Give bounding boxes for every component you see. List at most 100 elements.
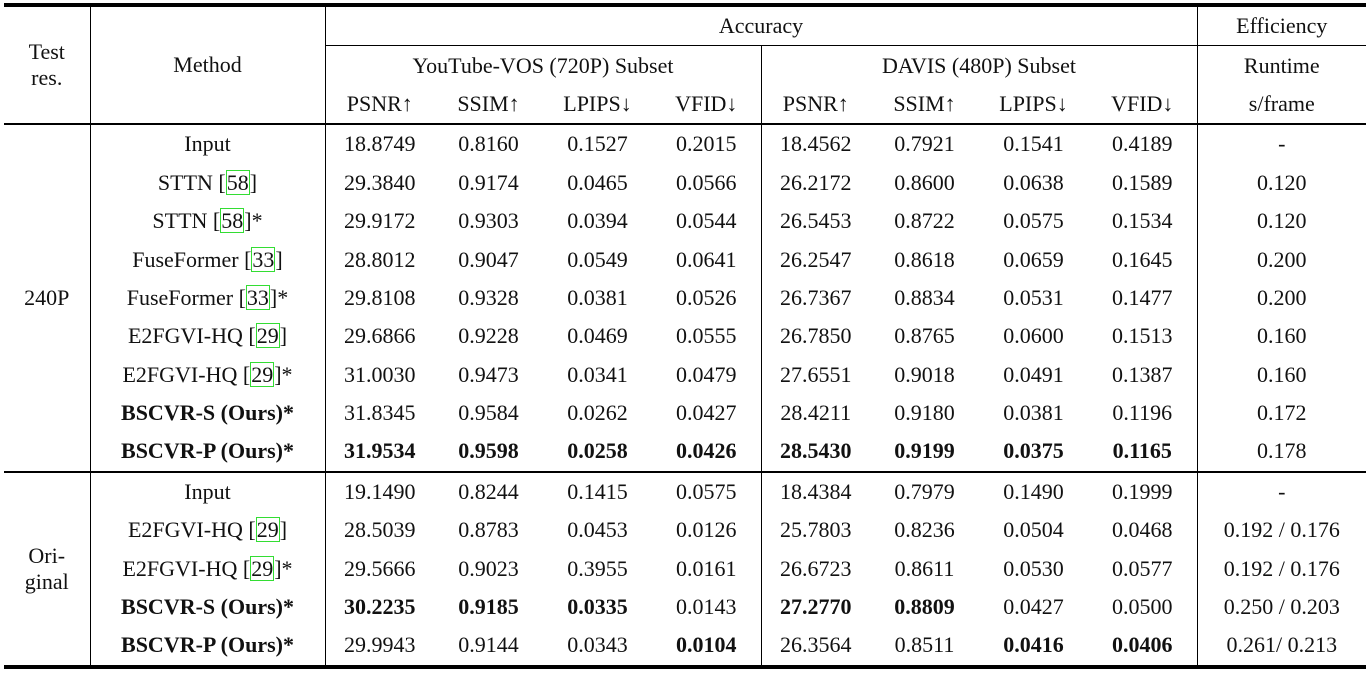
value-cell: 0.0262: [567, 400, 628, 426]
value-cell: 19.1490: [324, 470, 434, 512]
metric-header: LPIPS↓: [543, 84, 652, 125]
value-cell: 0.8611: [894, 555, 955, 581]
value-cell: 0.0491: [1003, 361, 1064, 387]
metric-row: PSNR↑ SSIM↑ LPIPS↓ VFID↓ PSNR↑ SSIM↑ LPIPS↓ VFI…: [4, 84, 1367, 125]
method-name: E2FGVI-HQ [: [122, 361, 251, 387]
value-cell: 0.0600: [1003, 323, 1064, 349]
value-cell: 28.8012: [324, 240, 434, 279]
citation: 29: [250, 555, 275, 581]
value-cell: 0.1589: [1112, 169, 1173, 195]
value-cell: 0.0566: [676, 169, 737, 195]
value-cell: 0.1415: [543, 470, 652, 512]
citation: 58: [225, 169, 250, 195]
value-cell: 0.0531: [1003, 284, 1064, 310]
value-cell: 0.0104: [676, 632, 737, 658]
value-cell: 0.0479: [676, 361, 737, 387]
text: res.: [31, 65, 63, 91]
table-row: 240P Input 18.8749 0.8160 0.1527 0.2015 18.456…: [4, 123, 1367, 472]
value-cell: 0.9328: [458, 284, 519, 310]
value-cell: 0.9023: [458, 555, 519, 581]
value-cell: 0.0453: [567, 517, 628, 543]
value-cell: 30.2235: [324, 587, 434, 627]
value-cell: 0.0335: [567, 594, 628, 620]
method-name: E2FGVI-HQ [: [127, 517, 256, 543]
method-cell: BSCVR-S (Ours)*: [89, 393, 325, 433]
value-cell: 0.8809: [894, 594, 955, 620]
method-cell: STTN [58]*: [89, 201, 325, 241]
value-cell: 27.6551: [760, 355, 870, 394]
value-cell: 0.1477: [1112, 284, 1173, 310]
method-suffix: ]: [249, 169, 258, 195]
runtime-cell: 0.172: [1196, 393, 1367, 433]
method-cell: Input: [89, 470, 325, 512]
text: ginal: [24, 568, 69, 594]
text: 240P: [24, 284, 70, 310]
value-cell: 26.7367: [760, 278, 870, 318]
runtime-cell: -: [1196, 470, 1367, 512]
value-cell: 0.0375: [1003, 438, 1064, 464]
value-cell: 29.6866: [324, 317, 434, 356]
citation: 58: [220, 208, 245, 234]
value-cell: 31.0030: [324, 355, 434, 394]
value-cell: 26.3564: [760, 626, 870, 667]
value-cell: 26.5453: [760, 201, 870, 241]
citation: 29: [255, 323, 280, 349]
efficiency-header: Efficiency: [1196, 5, 1367, 47]
value-cell: 0.1527: [543, 123, 652, 164]
table-row: Ori-ginal Input 19.1490 0.8244 0.1415 0.0575 1…: [4, 470, 1367, 667]
method-name: STTN [: [157, 169, 226, 195]
runtime-cell: 0.160: [1196, 355, 1367, 394]
value-cell: 0.9584: [458, 400, 519, 426]
method-suffix: ]*: [274, 361, 293, 387]
value-cell: 0.7979: [870, 470, 979, 512]
value-cell: 0.0343: [567, 632, 628, 658]
method-name: STTN [: [152, 208, 221, 234]
value-cell: 0.0469: [567, 323, 628, 349]
citation: 29: [255, 517, 280, 543]
citation: 29: [250, 361, 275, 387]
value-cell: 0.9180: [894, 400, 955, 426]
runtime-cell: 0.250 / 0.203: [1196, 587, 1367, 627]
metric-header: PSNR↑: [760, 84, 870, 125]
value-cell: 26.2172: [760, 163, 870, 202]
value-cell: 0.1999: [1088, 470, 1198, 512]
value-cell: 0.8600: [894, 169, 955, 195]
method-cell: BSCVR-P (Ours)*: [89, 432, 325, 472]
value-cell: 0.8834: [894, 284, 955, 310]
value-cell: 0.0426: [676, 438, 737, 464]
value-cell: 0.0258: [567, 438, 628, 464]
method-name: BSCVR-S (Ours)*: [121, 594, 294, 620]
value-cell: 0.0143: [676, 594, 737, 620]
value-cell: 0.9185: [458, 594, 519, 620]
value-cell: 0.9047: [458, 246, 519, 272]
value-cell: 0.9598: [458, 438, 519, 464]
method-cell: BSCVR-S (Ours)*: [89, 587, 325, 627]
group-label: Ori-ginal: [4, 470, 90, 667]
method-cell: STTN [58]: [89, 163, 325, 202]
table-row: BSCVR-S (Ours)* 30.2235 0.9185 0.0335 0.0143…: [4, 587, 1367, 627]
value-cell: 0.8511: [894, 632, 955, 658]
value-cell: 31.8345: [324, 393, 434, 433]
method-suffix: ]: [275, 246, 283, 272]
value-cell: 25.7803: [760, 511, 870, 550]
value-cell: 28.5039: [324, 511, 434, 550]
results-table: Test res. Method Accuracy Efficiency YouT…: [4, 3, 1367, 669]
value-cell: 0.8244: [434, 470, 543, 512]
table-row: BSCVR-P (Ours)* 31.9534 0.9598 0.0258 0.0426…: [4, 432, 1367, 472]
value-cell: 0.2015: [652, 123, 761, 164]
value-cell: 0.0381: [1003, 400, 1064, 426]
value-cell: 0.0126: [676, 517, 737, 543]
runtime-cell: 0.120: [1196, 163, 1367, 202]
runtime-cell: 0.178: [1196, 432, 1367, 472]
value-cell: 28.5430: [760, 432, 870, 472]
value-cell: 29.3840: [324, 163, 434, 202]
runtime-cell: -: [1196, 123, 1367, 164]
value-cell: 0.0575: [652, 470, 761, 512]
metric-header: VFID↓: [1088, 84, 1198, 125]
value-cell: 0.0526: [676, 284, 737, 310]
method-name: FuseFormer [: [132, 246, 252, 272]
runtime-cell: 0.192 / 0.176: [1196, 511, 1367, 550]
method-cell: E2FGVI-HQ [29]*: [89, 355, 325, 394]
value-cell: 18.8749: [324, 123, 434, 164]
value-cell: 0.0465: [567, 169, 628, 195]
